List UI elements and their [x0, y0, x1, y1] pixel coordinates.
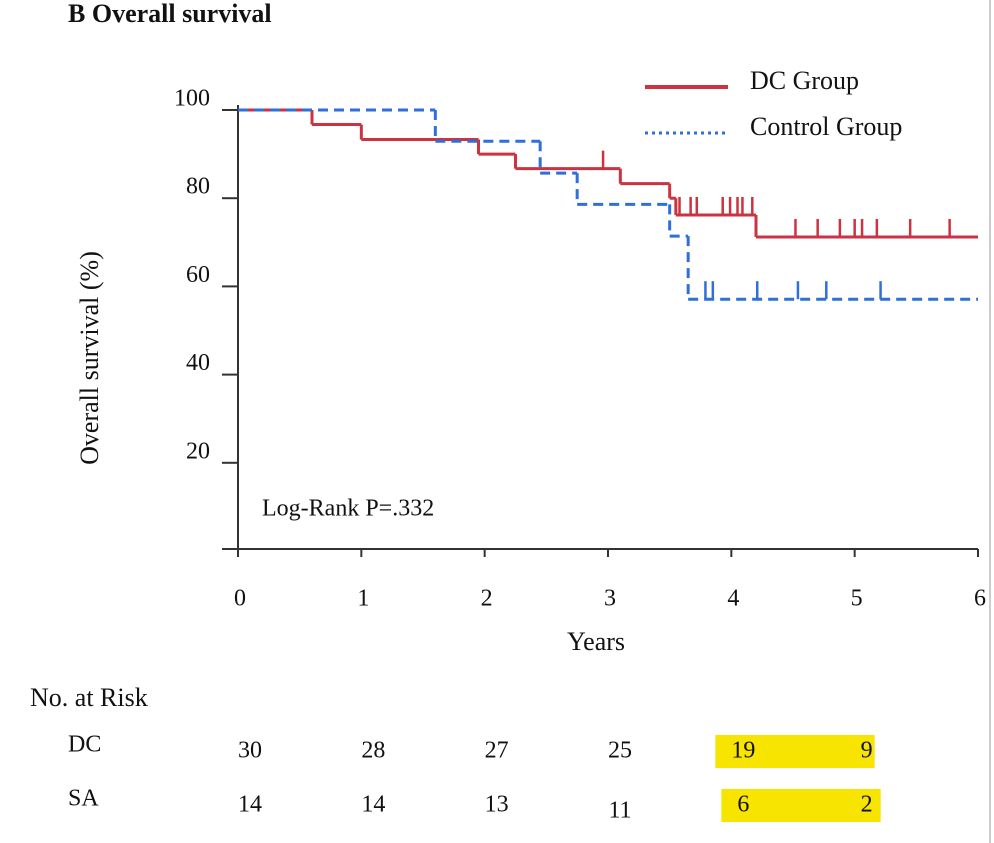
annotation: Log-Rank P=.332: [262, 496, 434, 522]
x-tick-label: 4: [727, 586, 739, 612]
risk-value: 28: [361, 738, 385, 764]
risk-value: 11: [608, 798, 631, 824]
highlight: [721, 789, 881, 822]
risk-value: 9: [861, 738, 873, 764]
x-tick-label: 1: [357, 586, 369, 612]
risk-value: 6: [737, 792, 749, 818]
risk-value: 19: [731, 738, 755, 764]
risk-row-label: SA: [68, 786, 99, 812]
x-tick-label: 5: [851, 586, 863, 612]
x-tick-label: 2: [481, 586, 493, 612]
y-tick-label: 60: [186, 262, 210, 288]
risk-value: 14: [361, 792, 385, 818]
x-tick-label: 0: [234, 586, 246, 612]
y-tick-label: 100: [174, 86, 210, 112]
x-tick-label: 3: [604, 586, 616, 612]
risk-value: 25: [608, 738, 632, 764]
chart-title: B Overall survival: [68, 0, 272, 28]
risk-value: 27: [485, 738, 509, 764]
legend-label: DC Group: [750, 66, 859, 95]
highlight: [715, 735, 875, 768]
x-tick-label: 6: [974, 586, 986, 612]
y-tick-label: 20: [186, 438, 210, 464]
x-axis-label: Years: [567, 627, 625, 656]
risk-row-label: DC: [68, 732, 101, 758]
risk-table-title: No. at Risk: [30, 683, 148, 712]
risk-value: 14: [238, 792, 262, 818]
risk-value: 30: [238, 738, 262, 764]
risk-value: 13: [485, 792, 509, 818]
y-axis-label: Overall survival (%): [75, 251, 104, 465]
risk-value: 2: [861, 792, 873, 818]
legend-label: Control Group: [750, 112, 902, 141]
y-tick-label: 80: [186, 174, 210, 200]
y-tick-label: 40: [186, 350, 210, 376]
